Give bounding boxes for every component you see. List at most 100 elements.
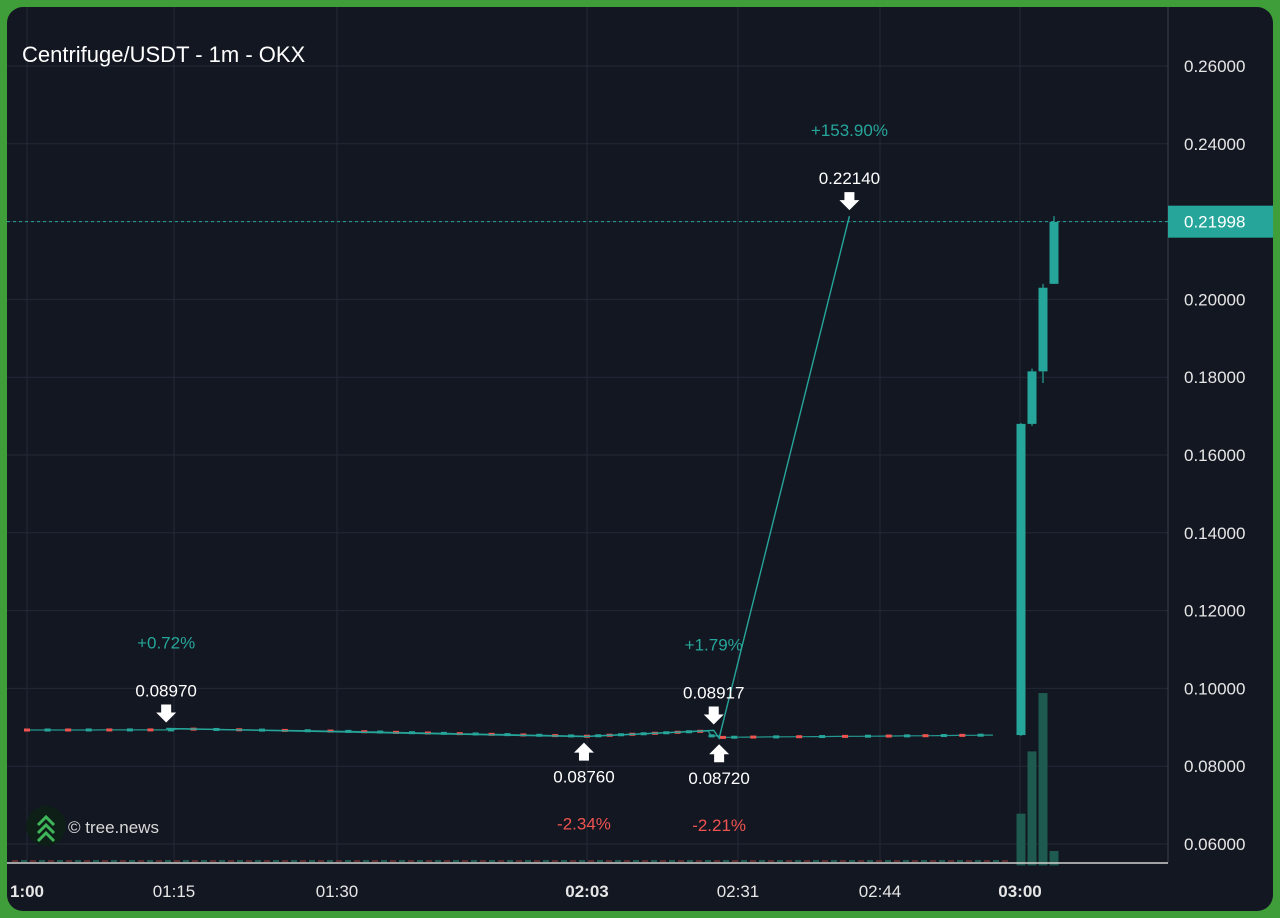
volume-bar-small (1002, 860, 1008, 862)
volume-bar-small (669, 860, 675, 862)
volume-bar-small (795, 860, 801, 862)
candle-body[interactable] (1016, 423, 1026, 736)
volume-bar-small (723, 860, 729, 862)
mini-candle (731, 735, 738, 739)
volume-bar-small (615, 860, 621, 862)
mini-candle (24, 728, 30, 732)
mini-candle (126, 728, 133, 732)
volume-bar-small (345, 860, 351, 862)
volume-bar-small (687, 860, 693, 862)
volume-bar-small (534, 860, 540, 862)
high-price-label: 0.22140 (819, 169, 880, 188)
volume-bar-small (426, 860, 432, 862)
volume-bar-small (804, 860, 810, 862)
mini-candle (904, 734, 911, 738)
volume-bar-small (480, 860, 486, 862)
volume-bar (1016, 813, 1026, 866)
volume-bar-small (624, 860, 630, 862)
y-tick-label: 0.10000 (1184, 679, 1245, 698)
volume-bar-small (39, 860, 45, 862)
volume-bar-small (318, 860, 324, 862)
volume-bar-small (147, 860, 153, 862)
volume-bar-small (561, 860, 567, 862)
arrow-down-icon (156, 704, 177, 723)
volume-bar-small (210, 860, 216, 862)
low-price-label: 0.08760 (553, 768, 614, 787)
volume-bar-small (525, 860, 531, 862)
mini-candle (168, 728, 175, 732)
mini-candle (106, 728, 113, 732)
volume-bar-small (741, 860, 747, 862)
watermark-text: © tree.news (68, 818, 159, 837)
price-chart[interactable]: 0.08970 +0.72% 0.08760 -2.34% 0.08917 +1.79% 0… (7, 7, 1273, 911)
volume-bar-small (327, 860, 333, 862)
low-price-label: 0.08720 (688, 769, 749, 788)
volume-bar-small (435, 860, 441, 862)
volume-bar-small (417, 860, 423, 862)
volume-bar-small (507, 860, 513, 862)
high-price-label: 0.08917 (683, 684, 744, 703)
volume-bar-small (948, 860, 954, 862)
y-tick-label: 0.24000 (1184, 135, 1245, 154)
low-change-label: -2.21% (692, 816, 746, 835)
volume-bar-small (966, 860, 972, 862)
x-tick-label: 02:31 (717, 882, 760, 901)
low-change-label: -2.34% (557, 815, 611, 834)
volume-bar-small (138, 860, 144, 862)
zigzag-line (166, 216, 851, 740)
volume-bar-small (453, 860, 459, 862)
volume-bar-small (867, 860, 873, 862)
volume-bar-small (165, 860, 171, 862)
volume-bar-small (93, 860, 99, 862)
x-tick-label: 02:03 (565, 882, 608, 901)
volume-bar-small (606, 860, 612, 862)
candle-body[interactable] (1027, 371, 1037, 424)
volume-bar-small (201, 860, 207, 862)
volume-bar-small (57, 860, 63, 862)
candle-body[interactable] (1038, 287, 1048, 372)
logo-chevron-up-icon (36, 814, 56, 843)
chart-title: Centrifuge/USDT - 1m - OKX (22, 42, 306, 67)
volume-bar-small (975, 860, 981, 862)
volume-bar-small (831, 860, 837, 862)
y-tick-label: 0.26000 (1184, 57, 1245, 76)
volume-bar-small (291, 860, 297, 862)
axes: 0.260000.240000.220000.200000.180000.160… (7, 7, 1273, 901)
volume-bar-small (678, 860, 684, 862)
high-price-label: 0.08970 (135, 681, 196, 700)
volume-bar-small (705, 860, 711, 862)
volume-bar-small (768, 860, 774, 862)
x-tick-label: 02:44 (859, 882, 902, 901)
y-tick-label: 0.14000 (1184, 524, 1245, 543)
zigzag-polyline (166, 216, 851, 740)
volume-bar-small (156, 860, 162, 862)
volume-bar-small (66, 860, 72, 862)
volume-bar-small (363, 860, 369, 862)
volume-bar-small (300, 860, 306, 862)
mini-candle (842, 734, 849, 738)
volume-bar-small (264, 860, 270, 862)
volume-bar-small (759, 860, 765, 862)
candles (1016, 216, 1059, 736)
mini-candle (750, 735, 757, 739)
volume-bar-small (372, 860, 378, 862)
x-tick-label: 03:00 (998, 882, 1041, 901)
volume-bar-small (84, 860, 90, 862)
volume-bar-small (588, 860, 594, 862)
high-change-label: +0.72% (137, 633, 195, 652)
watermark: © tree.news (26, 806, 159, 846)
volume-bar-small (354, 860, 360, 862)
volume-bar-small (543, 860, 549, 862)
volume-bar-small (408, 860, 414, 862)
volume-bars (12, 693, 1059, 866)
volume-bar-small (696, 860, 702, 862)
volume-bar-small (993, 860, 999, 862)
volume-bar-small (228, 860, 234, 862)
volume-bar-small (273, 860, 279, 862)
grid (7, 7, 1168, 863)
candle-body[interactable] (1049, 221, 1059, 284)
y-tick-label: 0.12000 (1184, 602, 1245, 621)
mini-candle (773, 735, 780, 739)
volume-bar-small (399, 860, 405, 862)
y-tick-label: 0.06000 (1184, 835, 1245, 854)
